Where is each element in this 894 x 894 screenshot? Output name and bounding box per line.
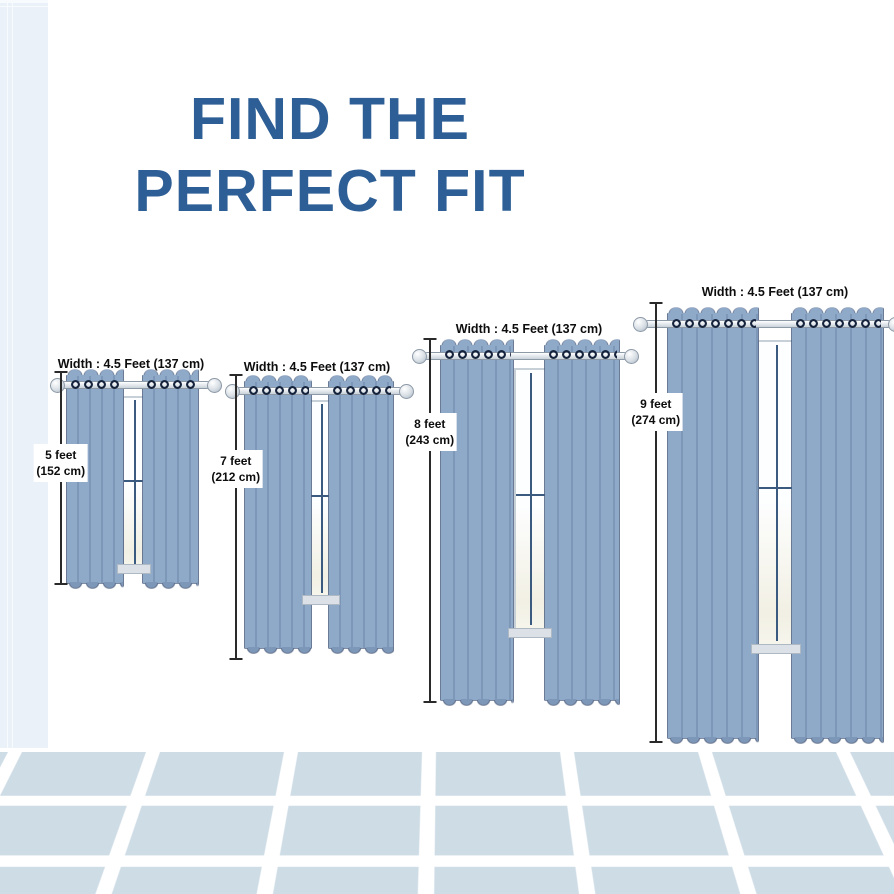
rod-finial-left-icon — [225, 384, 240, 399]
wall-corner-strip — [0, 0, 48, 754]
title-line-2: PERFECT FIT — [134, 157, 526, 224]
rod-finial-left-icon — [50, 378, 65, 393]
height-measure-line: 8 feet (243 cm) — [402, 339, 458, 702]
grommet-rings-left — [443, 348, 511, 361]
height-cm: (243 cm) — [405, 433, 455, 448]
curtain-panel-left — [668, 307, 758, 743]
curtain-panel-right — [545, 339, 619, 705]
window — [757, 340, 797, 646]
height-label: 5 feet (152 cm) — [33, 444, 89, 483]
curtain-diagram-8ft: Width : 4.5 Feet (137 cm) 8 feet (243 cm… — [395, 318, 670, 712]
rod-finial-left-icon — [412, 349, 427, 364]
rod-finial-right-icon — [888, 317, 894, 332]
grommet-rings-right — [794, 317, 881, 330]
height-measure-line: 9 feet (274 cm) — [628, 303, 684, 742]
curtain-panel-left — [245, 375, 311, 653]
window — [514, 368, 548, 630]
grommet-rings-left — [69, 378, 121, 391]
curtain-diagram-7ft: Width : 4.5 Feet (137 cm) 7 feet (212 cm… — [200, 355, 414, 665]
grommet-rings-right — [547, 348, 617, 361]
curtain-panel-right — [143, 369, 198, 588]
grommet-rings-right — [145, 378, 196, 391]
height-label: 9 feet (274 cm) — [628, 393, 684, 432]
rod-finial-right-icon — [624, 349, 639, 364]
height-cm: (152 cm) — [36, 464, 86, 479]
curtain-panel-right — [329, 375, 393, 653]
height-feet: 8 feet — [414, 417, 446, 431]
grommet-rings-right — [331, 384, 391, 397]
height-cm: (274 cm) — [631, 413, 681, 428]
curtain-rod — [50, 378, 222, 393]
grommet-rings-left — [247, 384, 309, 397]
height-feet: 7 feet — [220, 454, 252, 468]
rod-finial-right-icon — [399, 384, 414, 399]
window-sill — [751, 644, 801, 654]
height-cm: (212 cm) — [211, 470, 261, 485]
width-label: Width : 4.5 Feet (137 cm) — [701, 285, 849, 299]
grommet-rings-left — [670, 317, 756, 330]
title-line-1: FIND THE — [189, 86, 471, 152]
window-sill — [302, 595, 340, 605]
height-measure-line: 5 feet (152 cm) — [33, 372, 89, 584]
height-label: 8 feet (243 cm) — [402, 413, 458, 452]
floor-tile-grid — [0, 752, 894, 894]
window-sill — [117, 564, 151, 574]
page-title: FIND THE PERFECT FIT — [118, 84, 542, 228]
curtain-panel-right — [792, 307, 883, 743]
width-label: Width : 4.5 Feet (137 cm) — [455, 322, 603, 336]
curtain-diagram-9ft: Width : 4.5 Feet (137 cm) 9 feet (274 cm… — [618, 282, 894, 748]
height-measure-line: 7 feet (212 cm) — [208, 375, 264, 659]
curtain-panel-left — [441, 339, 513, 705]
window-sill — [508, 628, 552, 638]
curtain-rod — [633, 317, 894, 332]
tiled-floor — [0, 748, 894, 894]
height-label: 7 feet (212 cm) — [208, 450, 264, 489]
height-feet: 9 feet — [640, 397, 672, 411]
width-label: Width : 4.5 Feet (137 cm) — [243, 360, 391, 374]
rod-finial-left-icon — [633, 317, 648, 332]
rod-finial-right-icon — [207, 378, 222, 393]
height-feet: 5 feet — [45, 448, 77, 462]
curtain-rod — [412, 349, 639, 364]
curtain-diagram-5ft: Width : 4.5 Feet (137 cm) 5 feet (152 cm… — [28, 352, 222, 598]
width-label: Width : 4.5 Feet (137 cm) — [57, 357, 205, 371]
